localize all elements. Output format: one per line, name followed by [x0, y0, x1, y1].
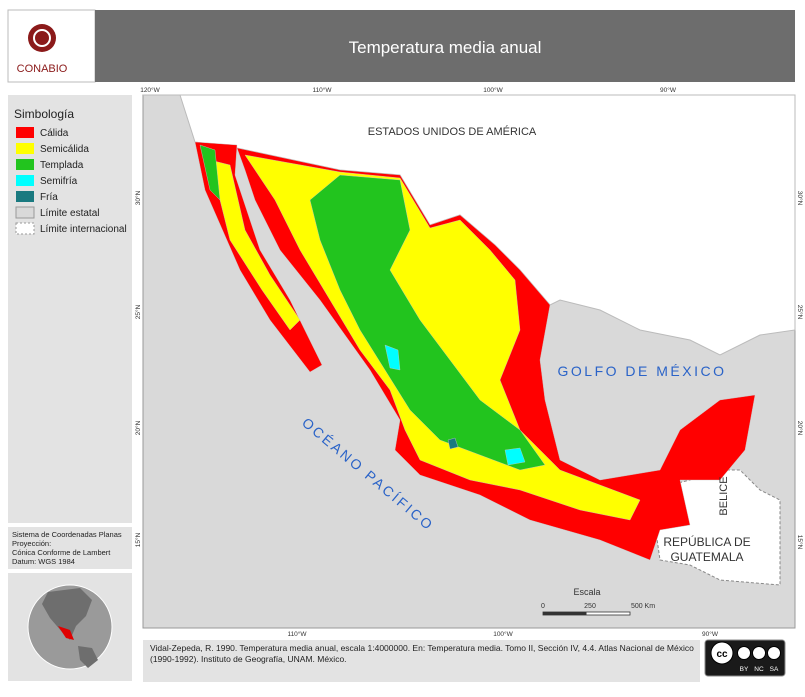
legend-swatch [16, 143, 34, 154]
templada-zone [309, 174, 546, 471]
right-tick-label: 15°N [796, 535, 804, 550]
citation-box: Vidal-Zepeda, R. 1990. Temperatura media… [150, 643, 694, 664]
right-tick-label: 20°N [796, 421, 804, 436]
legend-swatch [16, 175, 34, 186]
citation: Vidal-Zepeda, R. 1990. Temperatura media… [150, 643, 694, 664]
license-terms: BY NC SA [737, 646, 781, 673]
top-tick-label: 110°W [312, 86, 332, 94]
projection-line: Datum: WGS 1984 [12, 557, 75, 566]
globe-mexico [58, 626, 74, 640]
left-tick-label: 20°N [134, 420, 142, 435]
projection-line: Proyección: [12, 539, 51, 548]
scale-tick: 500 Km [631, 603, 655, 610]
semifria-patch [504, 447, 526, 466]
logo-emblem-ring [33, 29, 51, 47]
right-tick-label: 25°N [796, 305, 804, 320]
license-cc-icon [710, 641, 734, 665]
license-icon [767, 646, 781, 660]
top-tick-label: 100°W [483, 86, 503, 94]
citation-panel [143, 640, 700, 682]
mexico [194, 141, 756, 561]
globe-south-america [78, 646, 98, 668]
label-belize: BELICE [718, 476, 730, 515]
scale-tick: 0 [541, 603, 545, 610]
left-tick-label: 25°N [134, 304, 142, 319]
legend-swatch [15, 206, 35, 219]
right-tick-label: 30°N [796, 191, 804, 206]
legend-label: Límite estatal [40, 208, 99, 219]
license-term: SA [770, 666, 779, 673]
logo-emblem [28, 24, 56, 52]
logo-text: CONABIO [17, 63, 68, 75]
title: Temperatura media anual [349, 38, 542, 57]
legend-items: Cálida Semicálida Templada Semifría Fría Lími… [15, 127, 127, 235]
baja-templada [199, 144, 221, 201]
license-cc: cc [716, 649, 728, 660]
label-gulf: GOLFO DE MÉXICO [558, 363, 727, 379]
legend-label: Fría [40, 192, 58, 203]
projection-text: Sistema de Coordenadas PlanasProyección:… [12, 530, 122, 566]
license-icon [752, 646, 766, 660]
bottom-tick-label: 90°W [702, 630, 719, 638]
title-bar [95, 10, 795, 82]
top-tick-label: 120°W [140, 86, 160, 94]
legend-swatch [16, 191, 34, 202]
legend-label: Semicálida [40, 144, 89, 155]
left-tick-label: 15°N [134, 532, 142, 547]
scale-title: Escala [573, 587, 600, 597]
legend-label: Templada [40, 160, 84, 171]
label-usa: ESTADOS UNIDOS DE AMÉRICA [368, 125, 537, 138]
legend-label: Cálida [40, 128, 69, 139]
top-tick-label: 90°W [660, 86, 677, 94]
legend-label: Límite internacional [40, 224, 127, 235]
legend-swatch [16, 159, 34, 170]
legend-swatch [15, 222, 35, 235]
legend-label: Semifría [40, 176, 78, 187]
license-term: NC [754, 666, 764, 673]
label-guatemala: GUATEMALA [670, 550, 743, 564]
label-guatemala: REPÚBLICA DE [663, 534, 750, 549]
scale-tick: 250 [584, 603, 596, 610]
bottom-tick-label: 100°W [493, 630, 513, 638]
bottom-tick-label: 110°W [287, 630, 307, 638]
fria-patch [447, 437, 459, 450]
projection-panel [8, 527, 132, 569]
scale-bar-segment [543, 612, 587, 615]
projection-line: Sistema de Coordenadas Planas [12, 530, 122, 539]
license-icon [737, 646, 751, 660]
globe-north-america [42, 588, 92, 640]
semifria-patch [384, 344, 401, 371]
baja-semicalida [209, 159, 301, 331]
coordinate-ticks: 120°W 110°W 100°W 90°W 110°W 100°W 90°W 30°N 25°… [134, 86, 804, 638]
projection-line: Cónica Conforme de Lambert [12, 548, 111, 557]
license-term: BY [740, 666, 749, 673]
legend-swatch [16, 127, 34, 138]
left-tick-label: 30°N [134, 190, 142, 205]
legend-title: Simbología [14, 107, 74, 121]
